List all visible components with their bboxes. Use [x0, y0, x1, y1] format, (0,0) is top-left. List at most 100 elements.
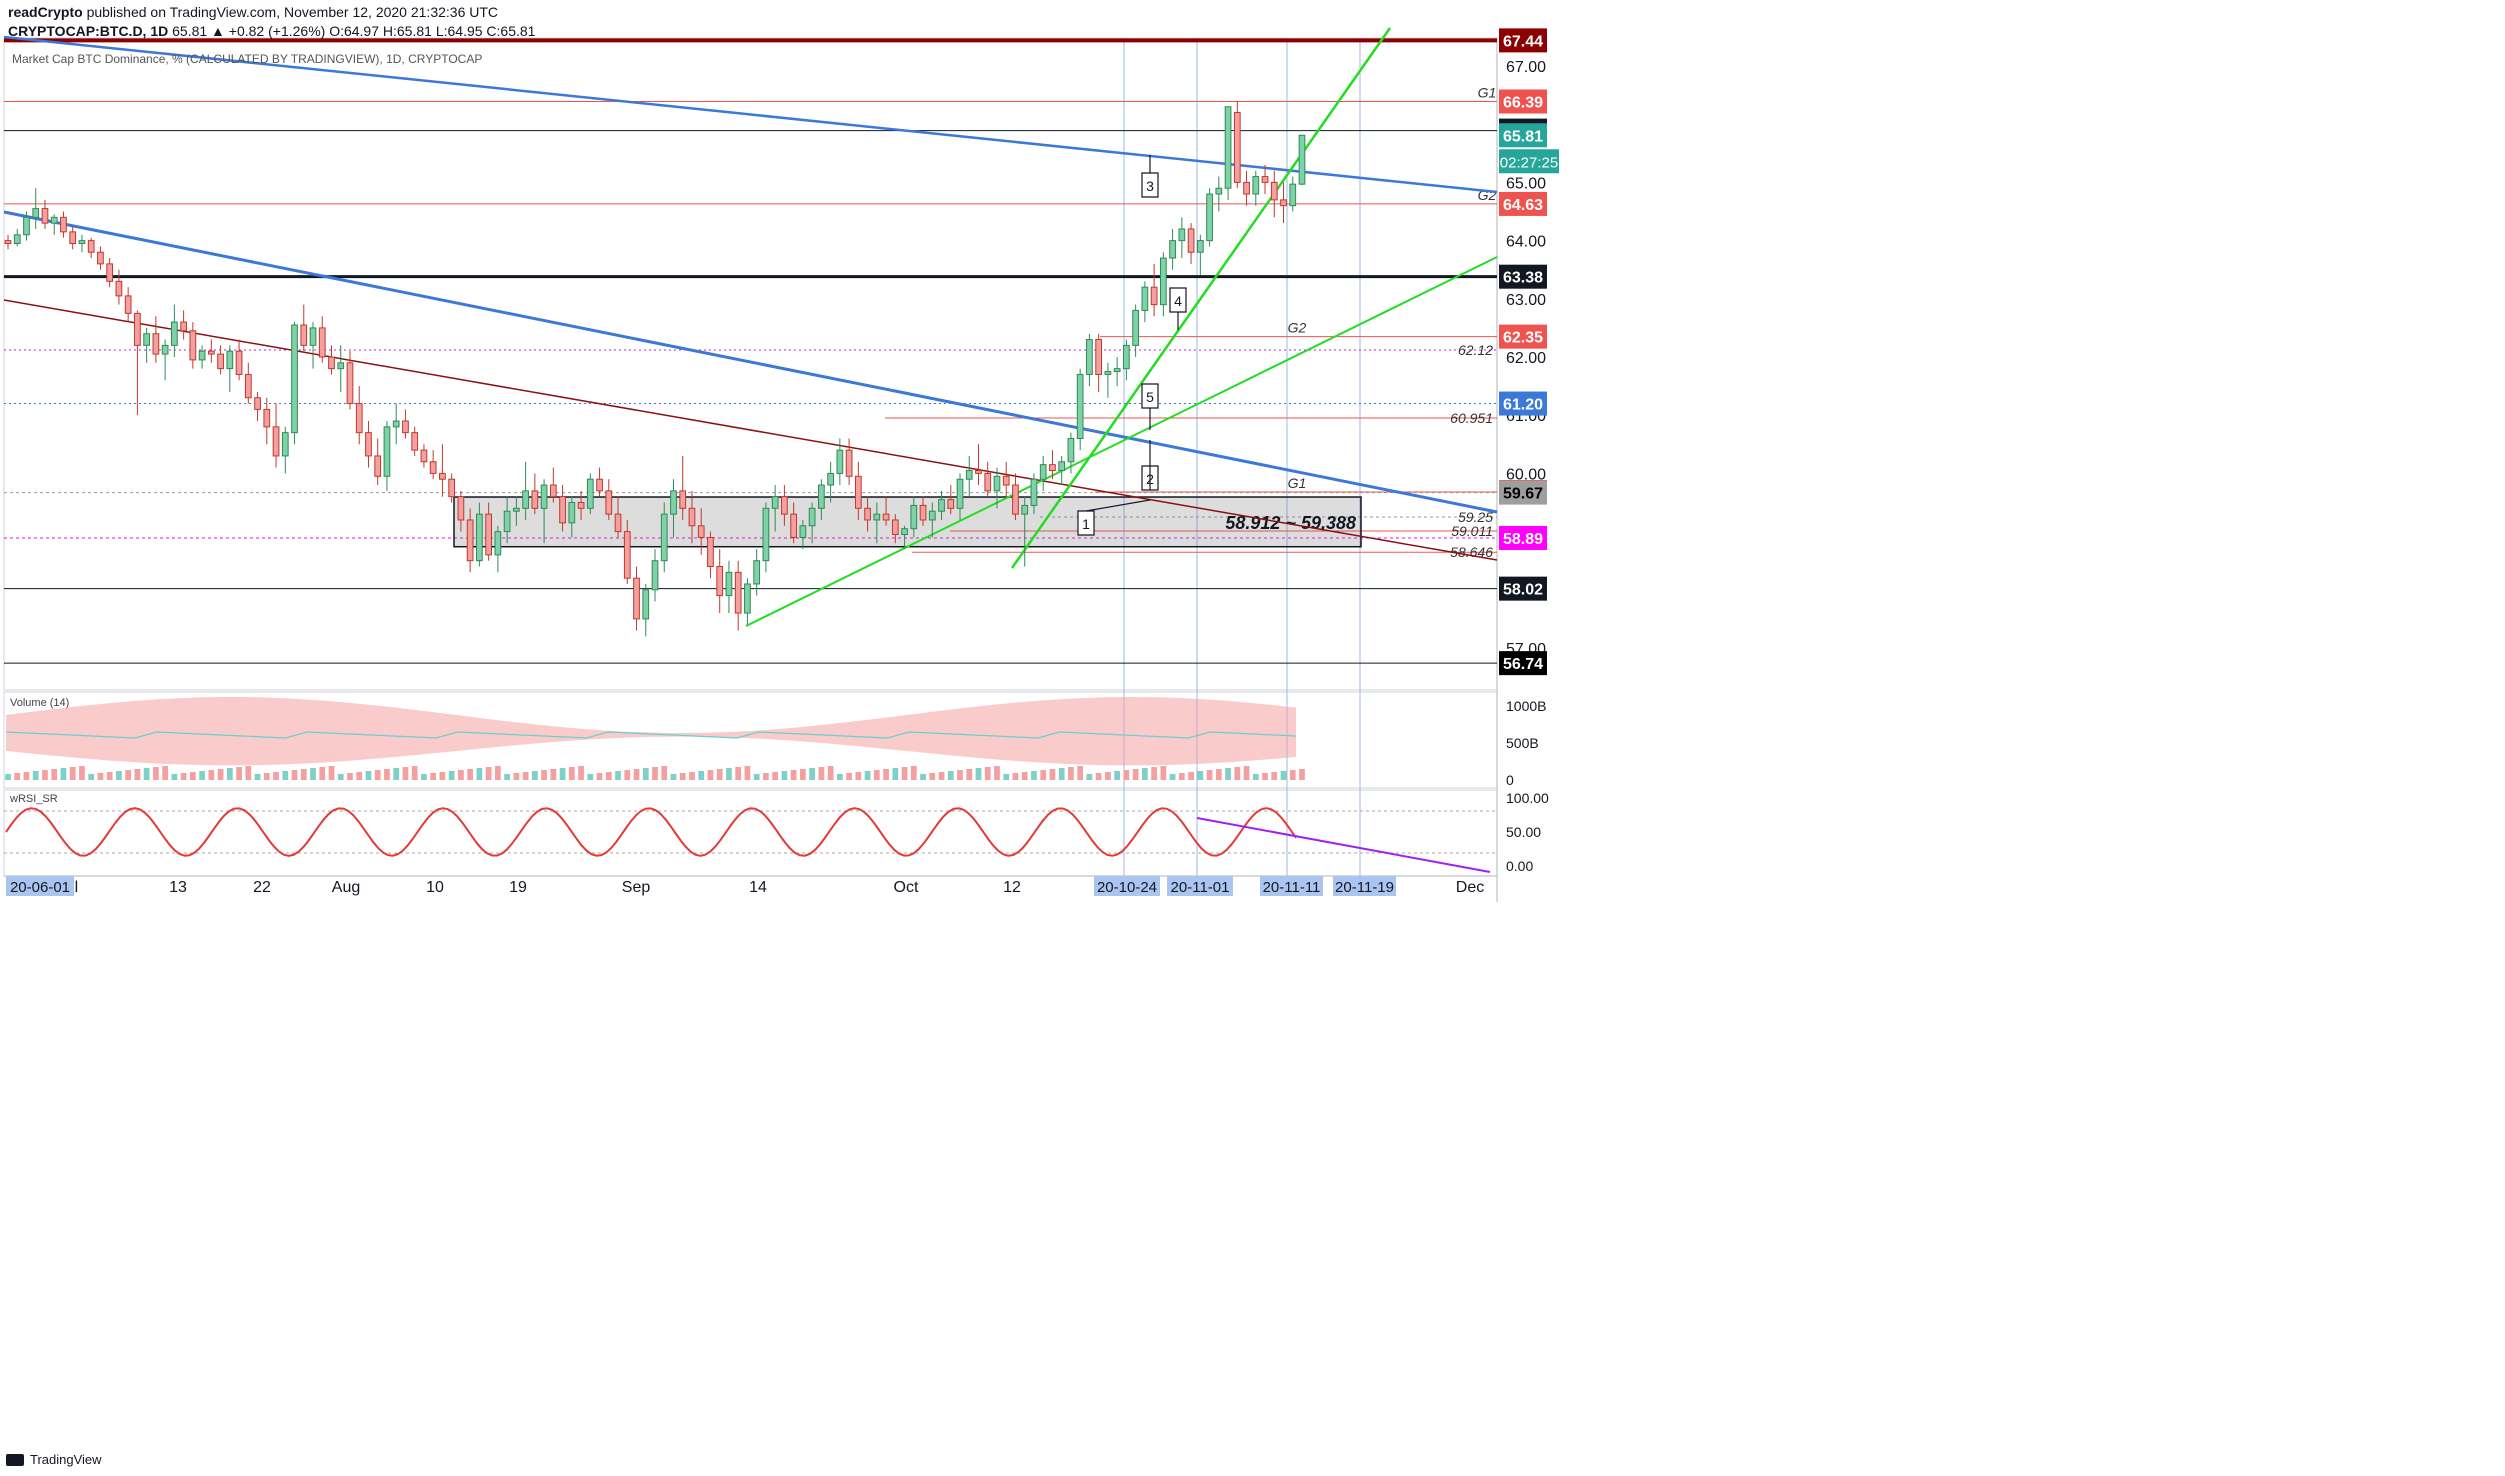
volume-bar: [365, 771, 372, 780]
candle-down: [457, 496, 465, 521]
candle-down: [781, 496, 788, 515]
x-tick-label: 10: [426, 879, 444, 896]
level-price-tag: [1499, 28, 1547, 53]
candle-up: [1252, 176, 1260, 195]
candle-down: [429, 461, 437, 474]
candle-up: [23, 216, 30, 236]
volume-bar: [763, 773, 769, 780]
y-tick-label: 64.00: [1506, 234, 1546, 251]
candle-up: [965, 469, 973, 480]
volume-bar: [1077, 766, 1084, 780]
volume-bar: [23, 772, 30, 780]
symbol-name[interactable]: CRYPTOCAP:BTC.D, 1D: [8, 23, 169, 39]
candle-up: [494, 531, 502, 556]
level-tag-label: G1: [1478, 85, 1497, 101]
candle-down: [882, 513, 890, 521]
volume-y-tick: 0: [1506, 772, 1514, 788]
volume-bar: [189, 772, 196, 780]
candle-down: [919, 504, 927, 521]
y-tick-label: 65.00: [1506, 175, 1546, 192]
candle-down: [531, 490, 539, 509]
level-price-label: 59.67: [1503, 486, 1543, 503]
volume-bar: [245, 766, 252, 780]
price-pane: [3, 37, 1498, 691]
volume-bar: [1003, 774, 1010, 780]
candle-up: [771, 496, 779, 509]
candle-up: [1058, 461, 1066, 471]
candle-down: [374, 455, 382, 477]
candle-up: [1298, 134, 1306, 185]
x-date-highlight: [1167, 876, 1233, 896]
candle-up: [1113, 368, 1121, 373]
volume-bar: [199, 771, 205, 780]
volume-bar: [800, 769, 806, 780]
volume-bar: [5, 774, 11, 780]
candle-up: [1104, 371, 1112, 375]
volume-bar: [1178, 773, 1185, 780]
candle-up: [762, 507, 770, 562]
candle-up: [744, 583, 751, 614]
candle-up: [808, 507, 816, 527]
volume-bar: [1142, 768, 1148, 780]
volume-bar: [217, 769, 224, 780]
candle-up: [928, 510, 936, 521]
countdown-tag: [1499, 149, 1559, 174]
volume-bar: [605, 772, 612, 780]
rsi-y-tick: 100.00: [1506, 790, 1549, 806]
tradingview-footer[interactable]: TradingView: [6, 1452, 102, 1467]
candle-up: [1039, 464, 1047, 480]
volume-bar: [106, 772, 113, 780]
volume-bar: [901, 767, 908, 780]
candle-down: [1280, 199, 1287, 207]
level-value-label: 58.646: [1450, 544, 1493, 560]
candle-down: [134, 312, 141, 346]
volume-bar: [689, 772, 695, 780]
level-price-label: 61.20: [1503, 397, 1543, 414]
candle-up: [143, 333, 151, 346]
candle-down: [1270, 181, 1278, 201]
candle-down: [420, 449, 428, 463]
candle-up: [818, 484, 825, 509]
level-price-tag: [1499, 480, 1547, 505]
volume-bar: [356, 772, 363, 780]
volume-bar: [476, 768, 483, 780]
volume-bar: [744, 766, 751, 780]
candle-down: [947, 499, 955, 509]
volume-bar: [411, 766, 418, 780]
level-value-label: 62.12: [1458, 342, 1493, 358]
volume-bar: [541, 770, 547, 780]
volume-bar: [642, 768, 649, 780]
candle-up: [1224, 106, 1232, 189]
volume-bar: [1114, 771, 1121, 780]
x-date-highlight: [1094, 876, 1160, 896]
rsi-pane: [3, 789, 1498, 877]
candle-up: [78, 240, 86, 245]
candle-down: [254, 397, 261, 410]
candle-down: [60, 216, 67, 233]
volume-bar: [1280, 771, 1287, 780]
volume-bar: [1132, 769, 1139, 780]
candle-up: [1196, 240, 1204, 253]
volume-cloud: [6, 697, 1296, 766]
volume-bar: [467, 769, 474, 780]
level-price-tag: [1499, 391, 1547, 416]
publisher-header: readCrypto published on TradingView.com,…: [8, 4, 498, 20]
candle-down: [97, 251, 104, 265]
volume-bar: [855, 772, 862, 780]
volume-bar: [661, 766, 668, 780]
candle-up: [651, 560, 659, 591]
blue-trendline-lower: [3, 210, 1498, 514]
candle-up: [873, 513, 881, 521]
candle-up: [1141, 286, 1149, 311]
candle-down: [577, 502, 585, 509]
candle-up: [1206, 193, 1213, 242]
candle-up: [1021, 504, 1029, 515]
x-date-highlight: [1333, 876, 1396, 896]
publisher-name[interactable]: readCrypto: [8, 4, 83, 20]
volume-bar: [735, 767, 742, 780]
volume-bar: [670, 774, 677, 780]
candle-up: [1067, 437, 1075, 463]
candle-up: [291, 324, 298, 434]
volume-bar: [1289, 770, 1296, 780]
